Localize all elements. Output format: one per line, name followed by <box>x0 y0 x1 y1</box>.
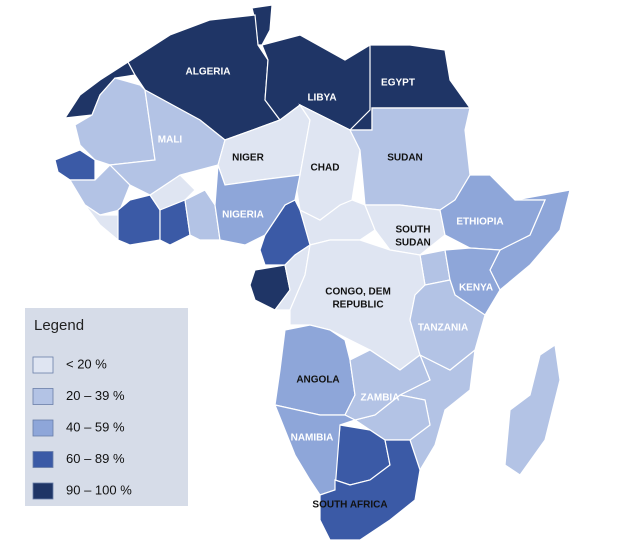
country <box>319 439 421 541</box>
legend-label: 90 – 100 % <box>66 482 132 497</box>
legend-box <box>25 308 188 506</box>
madagascar <box>504 343 561 476</box>
legend-label: 40 – 59 % <box>66 419 125 434</box>
ghana <box>159 199 191 246</box>
country <box>274 324 356 416</box>
country-label: NIGER <box>232 153 264 164</box>
other-countries <box>54 4 571 486</box>
country-label: NIGERIA <box>222 210 264 221</box>
country-label: CHAD <box>311 163 340 174</box>
country-label: CONGO, DEM <box>325 287 391 298</box>
country-label: KENYA <box>459 283 493 294</box>
country <box>409 279 486 371</box>
ivory-coast <box>117 194 161 246</box>
legend-label: 60 – 89 % <box>66 451 125 466</box>
country <box>439 174 546 251</box>
legend-swatch <box>32 419 54 437</box>
legend: Legend < 20 % 20 – 39 % 40 – 59 % 60 – 89 %… <box>25 308 188 506</box>
legend-swatch <box>32 388 54 405</box>
country-labels: ALGERIA LIBYA EGYPT MALI NIGER CHAD SUDAN SOUTH… <box>158 67 504 511</box>
country-label: MALI <box>158 135 183 146</box>
legend-swatch <box>32 356 54 374</box>
country-label: SUDAN <box>395 238 431 249</box>
country-label: SUDAN <box>387 153 423 164</box>
benin <box>184 189 221 241</box>
country-label: NAMIBIA <box>291 433 334 444</box>
country-label: ALGERIA <box>186 67 231 78</box>
country-label: REPUBLIC <box>332 300 383 311</box>
country-label: ZAMBIA <box>361 393 400 404</box>
legend-swatch <box>32 451 54 468</box>
labeled-countries <box>108 14 546 541</box>
legend-swatch <box>32 482 54 500</box>
legend-label: < 20 % <box>66 356 107 371</box>
country-label: SOUTH <box>396 225 431 236</box>
country-label: ETHIOPIA <box>456 217 503 228</box>
legend-label: 20 – 39 % <box>66 388 125 403</box>
country-label: ANGOLA <box>296 375 339 386</box>
country <box>364 204 446 256</box>
country-label: LIBYA <box>307 93 336 104</box>
country <box>214 164 301 246</box>
country <box>274 404 357 496</box>
country <box>108 88 226 196</box>
country-label: SOUTH AFRICA <box>312 500 387 511</box>
legend-title: Legend <box>34 317 84 334</box>
country-label: EGYPT <box>381 78 415 89</box>
country-label: TANZANIA <box>418 323 468 334</box>
country <box>344 349 431 421</box>
